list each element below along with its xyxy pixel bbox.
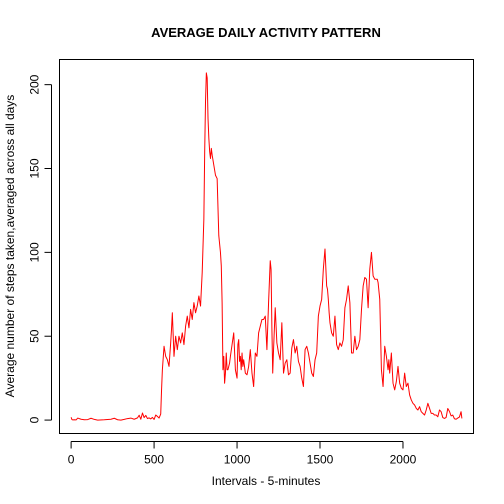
chart-title: AVERAGE DAILY ACTIVITY PATTERN [151,25,381,40]
y-axis-label: Average number of steps taken,averaged a… [3,95,17,398]
y-tick-label: 150 [28,158,42,178]
x-tick-label: 0 [68,453,75,467]
x-axis-label: Intervals - 5-minutes [212,474,321,488]
y-tick-label: 50 [28,329,42,343]
y-tick-label: 0 [28,416,42,423]
data-series [70,72,463,421]
plot-frame [59,59,474,434]
x-tick-label: 1500 [307,453,334,467]
y-tick-label: 100 [28,242,42,262]
y-tick-label: 200 [28,74,42,94]
x-axis: 0 500 1000 1500 2000 [68,441,417,467]
x-tick-label: 1000 [224,453,251,467]
y-axis: 0 50 100 150 200 [28,74,52,423]
series-line [70,72,463,421]
x-tick-label: 2000 [390,453,417,467]
x-tick-label: 500 [144,453,164,467]
